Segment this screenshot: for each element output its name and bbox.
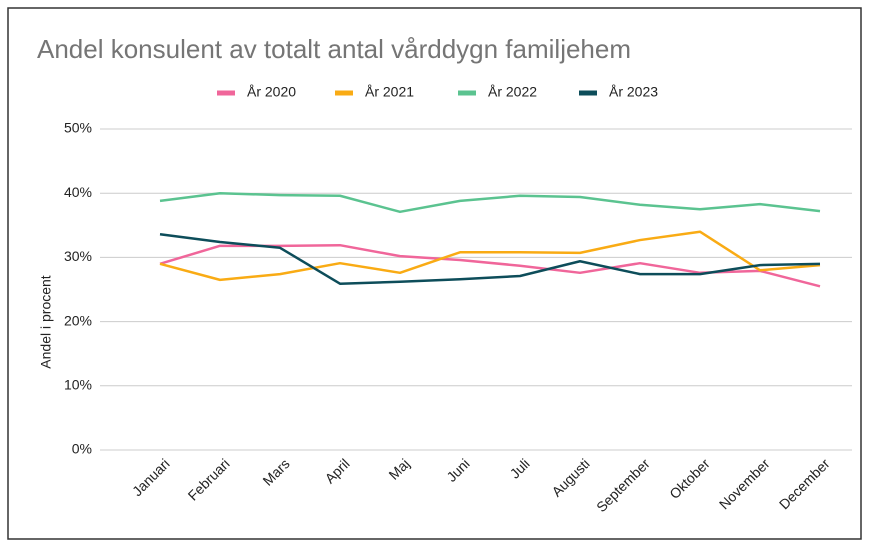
y-tick-label: 10%	[64, 377, 92, 393]
y-tick-label: 0%	[72, 441, 92, 457]
legend-label: År 2021	[365, 84, 414, 100]
frame	[7, 7, 862, 540]
y-tick-label: 40%	[64, 184, 92, 200]
series-line	[159, 191, 821, 214]
legend-label: År 2022	[488, 84, 537, 100]
legend-label: År 2020	[247, 84, 296, 100]
legend-label: År 2023	[609, 84, 658, 100]
y-tick-label: 20%	[64, 312, 92, 328]
series-line	[159, 233, 821, 285]
y-tick-label: 50%	[64, 120, 92, 136]
y-axis-label: Andel i procent	[38, 275, 54, 369]
series-line	[159, 230, 821, 282]
chart-title: Andel konsulent av totalt antal vårddygn…	[37, 34, 631, 64]
y-tick-label: 30%	[64, 248, 92, 264]
